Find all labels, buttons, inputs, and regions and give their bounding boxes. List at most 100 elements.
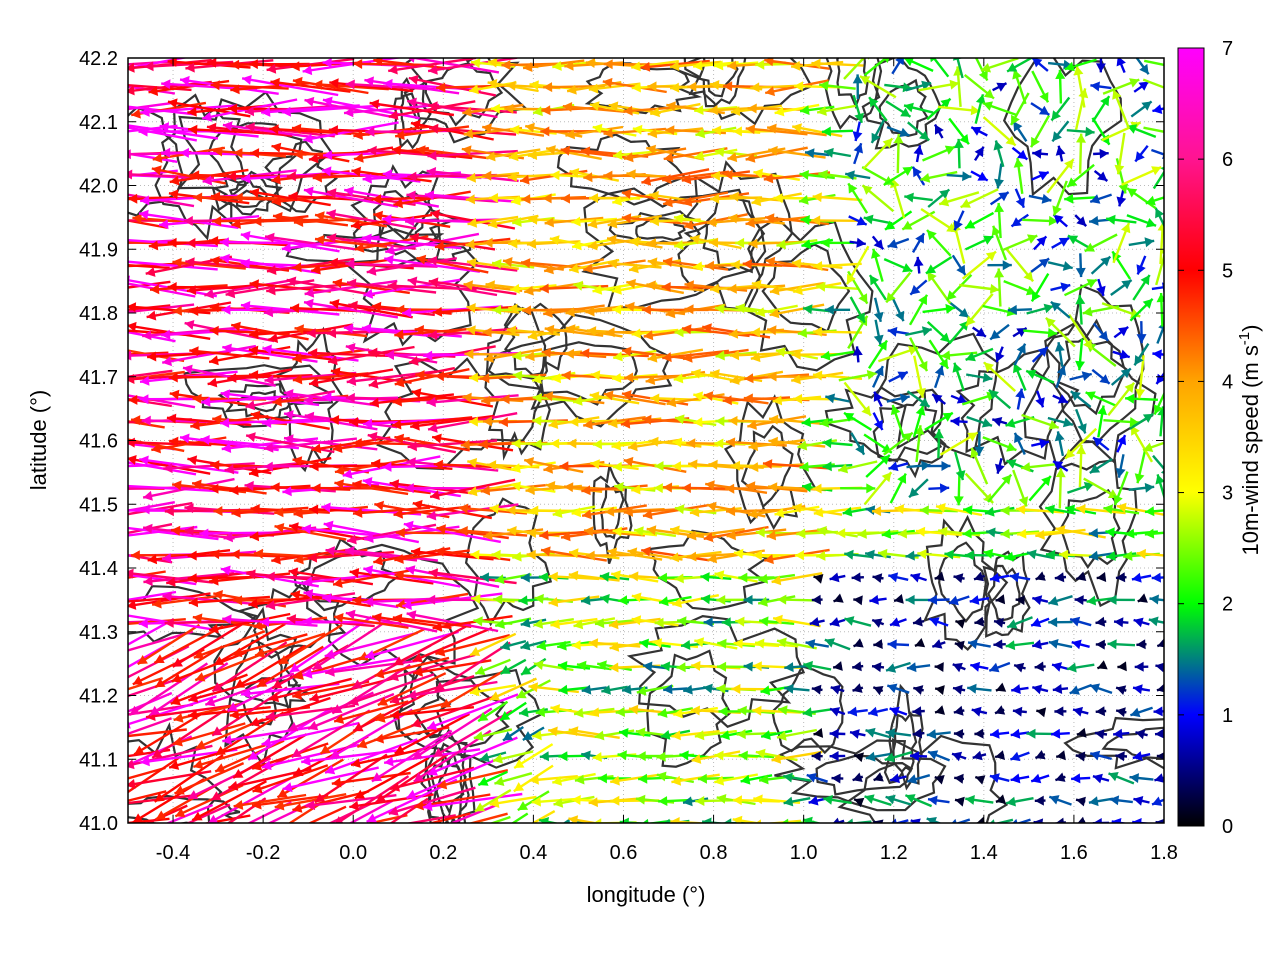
wind-vector-head xyxy=(473,616,483,627)
wind-vector-head xyxy=(581,750,591,761)
wind-vector xyxy=(194,652,264,682)
wind-vector xyxy=(813,728,824,738)
wind-vector-head xyxy=(89,210,99,220)
contour-line xyxy=(487,313,673,428)
wind-vector-head xyxy=(500,711,511,721)
wind-vector xyxy=(324,631,419,659)
wind-vector-head xyxy=(192,479,202,490)
wind-vector-head xyxy=(872,573,883,583)
wind-vector xyxy=(128,501,176,512)
wind-vector-shaft xyxy=(188,595,270,605)
wind-vector xyxy=(365,814,408,823)
wind-vector-head xyxy=(249,531,260,542)
wind-vector-head xyxy=(1130,707,1141,718)
wind-vector xyxy=(873,819,884,823)
wind-vector-head xyxy=(550,619,560,630)
wind-vector-head xyxy=(1016,504,1026,515)
wind-vector-head xyxy=(388,806,399,816)
wind-vector-head xyxy=(432,621,443,632)
wind-vector-head xyxy=(1031,773,1042,784)
wind-vector xyxy=(1015,595,1025,606)
wind-vector-head xyxy=(1116,685,1127,695)
wind-vector-head xyxy=(601,685,611,695)
wind-vector xyxy=(994,705,1006,715)
wind-vector xyxy=(1054,706,1067,717)
wind-vector-head xyxy=(302,668,313,679)
wind-vector-head xyxy=(669,552,680,563)
wind-vector-head xyxy=(286,614,297,625)
wind-vector-head xyxy=(885,794,896,805)
wind-vector-head xyxy=(407,689,417,700)
wind-vector-head xyxy=(412,750,424,759)
wind-vector-head xyxy=(660,661,671,672)
wind-vector xyxy=(332,569,410,588)
wind-vector-head xyxy=(320,744,331,754)
contour-line xyxy=(646,649,732,768)
wind-vector-head xyxy=(1052,684,1063,694)
wind-vector xyxy=(128,568,214,584)
wind-vector xyxy=(752,705,802,716)
wind-vector-head xyxy=(102,388,112,398)
wind-vector-head xyxy=(833,593,844,603)
wind-vector xyxy=(502,726,524,742)
wind-vector-head xyxy=(128,568,134,579)
wind-vector-head xyxy=(222,614,232,625)
wind-vector-head xyxy=(506,505,516,516)
wind-vector-head xyxy=(830,684,841,695)
wind-vector xyxy=(207,776,292,823)
wind-vector xyxy=(188,595,270,608)
wind-vector-shaft xyxy=(274,793,347,809)
wind-vector-head xyxy=(671,730,681,741)
wind-vector-head xyxy=(478,712,489,722)
wind-vector-head xyxy=(1108,772,1119,782)
wind-vector-shaft xyxy=(174,762,245,795)
wind-vector-head xyxy=(761,730,771,740)
wind-vector-head xyxy=(792,503,802,513)
wind-vector-head xyxy=(994,617,1004,628)
wind-vector-head xyxy=(473,731,484,741)
wind-vector-shaft xyxy=(412,502,493,520)
wind-vector-head xyxy=(494,574,505,585)
wind-vector-head xyxy=(732,815,743,823)
wind-vector-head xyxy=(755,527,765,538)
wind-vector-head xyxy=(88,351,97,361)
wind-vector-head xyxy=(965,795,975,805)
wind-vector-head xyxy=(536,640,547,651)
wind-vector-head xyxy=(1155,728,1164,739)
wind-vector xyxy=(128,570,166,579)
wind-vector xyxy=(1026,549,1054,560)
wind-vector xyxy=(1054,572,1067,583)
wind-vector-head xyxy=(842,506,853,517)
wind-vector-head xyxy=(706,501,717,512)
wind-vector-head xyxy=(824,638,835,648)
wind-vector-shaft xyxy=(249,696,331,726)
wind-vector-head xyxy=(938,526,948,537)
wind-vector-head xyxy=(433,747,444,757)
wind-vector-shaft xyxy=(128,754,183,794)
wind-vector-head xyxy=(929,617,940,627)
wind-vector xyxy=(133,712,204,756)
wind-vector xyxy=(128,525,198,537)
wind-vector-head xyxy=(409,833,419,842)
wind-vector xyxy=(1132,751,1151,761)
wind-vector-head xyxy=(558,684,568,695)
wind-vector-head xyxy=(1032,639,1042,650)
wind-vector-shaft xyxy=(165,803,214,823)
wind-vector xyxy=(1005,640,1035,651)
wind-vector-head xyxy=(478,776,489,786)
wind-vector-head xyxy=(813,728,824,738)
wind-vector xyxy=(492,750,534,764)
wind-vector-head xyxy=(517,801,529,811)
wind-vector-shaft xyxy=(171,651,248,683)
wind-vector xyxy=(811,751,823,762)
wind-vector xyxy=(719,729,753,740)
wind-vector-head xyxy=(394,570,404,581)
wind-vector-shaft xyxy=(128,695,217,726)
wind-vector-shaft xyxy=(388,653,476,680)
wind-vector xyxy=(873,772,884,782)
wind-vector-head xyxy=(413,666,423,677)
wind-vector xyxy=(805,639,830,649)
wind-vector-head xyxy=(784,662,794,673)
wind-vector-head xyxy=(731,684,741,694)
wind-vector xyxy=(886,683,910,694)
